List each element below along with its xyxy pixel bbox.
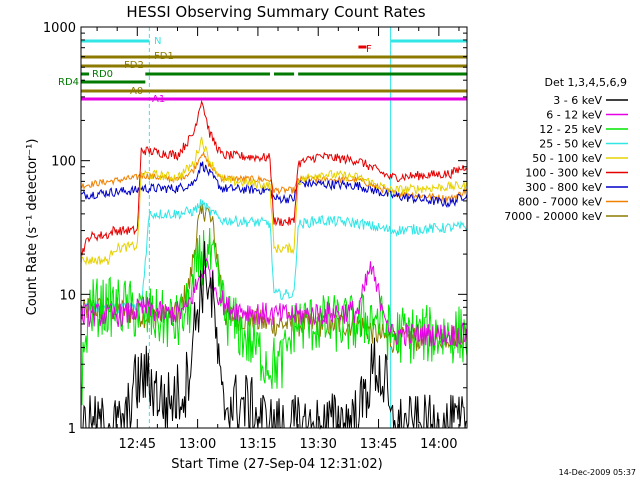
timestamp: 14-Dec-2009 05:37 — [559, 468, 636, 477]
plot-frame — [80, 26, 468, 429]
x-tick-label: 13:45 — [360, 437, 397, 452]
x-tick-label: 13:30 — [299, 437, 336, 452]
legend-label: 25 - 50 keV — [539, 138, 602, 151]
axes: 1 10 100 1000 12:45 13:00 13:15 13:30 13:45 14:00 — [43, 21, 467, 452]
series-line-6-12-kev — [80, 257, 468, 348]
series-line-100-300-kev — [80, 99, 468, 256]
flag-label-n: N — [154, 36, 161, 47]
legend-label: 3 - 6 keV — [553, 94, 602, 107]
plot-area: N F FD1 FD2 RD0 RD4 A0 A1 — [58, 27, 468, 430]
flag-label-rd0: RD0 — [92, 69, 113, 80]
flag-label-f: F — [366, 44, 372, 55]
series-line-12-25-kev — [80, 227, 468, 406]
legend-label: 100 - 300 keV — [525, 167, 602, 180]
y-axis-label: Count Rate (s⁻¹ detector⁻¹) — [25, 139, 40, 316]
y-tick-label: 1 — [68, 422, 76, 437]
chart-title: HESSI Observing Summary Count Rates — [126, 3, 425, 21]
x-axis-label: Start Time (27-Sep-04 12:31:02) — [171, 457, 382, 472]
legend-label: 800 - 7000 keV — [518, 196, 602, 209]
legend-label: 6 - 12 keV — [546, 109, 602, 122]
legend-label: 50 - 100 keV — [532, 152, 602, 165]
x-tick-label: 13:00 — [179, 437, 216, 452]
x-tick-label: 14:00 — [420, 437, 457, 452]
series-line-800-7000-kev — [80, 150, 468, 204]
y-tick-label: 100 — [51, 155, 76, 170]
legend-label: 300 - 800 keV — [525, 181, 602, 194]
series-line-50-100-kev — [80, 136, 468, 266]
y-tick-label: 1000 — [43, 21, 76, 36]
series-line-300-800-kev — [81, 161, 468, 208]
flag-label-a0: A0 — [130, 86, 143, 97]
flag-label-fd2: FD2 — [124, 60, 144, 71]
x-tick-label: 13:15 — [239, 437, 276, 452]
y-tick-label: 10 — [59, 288, 76, 303]
flag-label-fd1: FD1 — [154, 51, 174, 62]
flag-label-a1: A1 — [152, 94, 165, 105]
legend-title: Det 1,3,4,5,6,9 — [544, 76, 627, 89]
x-tick-label: 12:45 — [119, 437, 156, 452]
legend-label: 7000 - 20000 keV — [504, 210, 602, 223]
legend-label: 12 - 25 keV — [539, 123, 602, 136]
flag-label-rd4: RD4 — [58, 77, 79, 88]
series-line-25-50-kev — [80, 199, 468, 315]
